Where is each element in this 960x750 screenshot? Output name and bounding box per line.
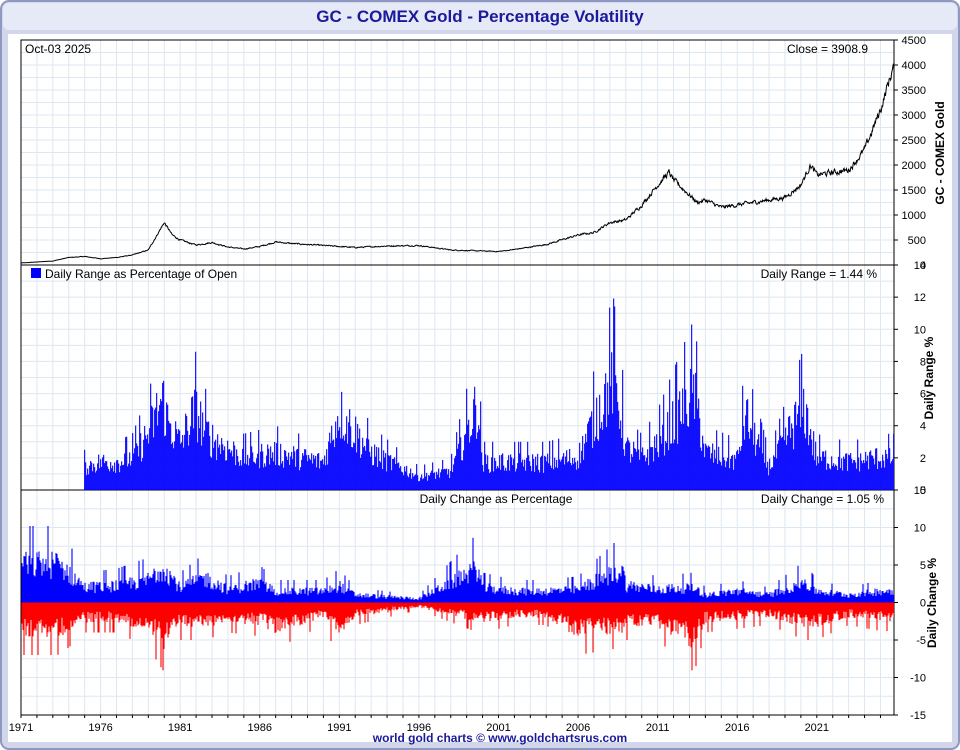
price-tick-label: 1000 bbox=[902, 210, 926, 222]
range-tick-label: 0 bbox=[920, 485, 926, 497]
range-value-label: Daily Range = 1.44 % bbox=[761, 267, 878, 281]
x-tick-label: 2016 bbox=[725, 722, 749, 734]
chart-title: GC - COMEX Gold - Percentage Volatility bbox=[316, 7, 644, 26]
change-tick-label: 15 bbox=[914, 485, 926, 497]
price-tick-label: 4000 bbox=[902, 60, 926, 72]
change-series bbox=[21, 526, 894, 671]
range-tick-label: 10 bbox=[914, 324, 926, 336]
x-tick-label: 2021 bbox=[805, 722, 829, 734]
change-tick-label: -5 bbox=[916, 635, 926, 647]
change-tick-label: 10 bbox=[914, 523, 926, 535]
price-date-label: Oct-03 2025 bbox=[25, 42, 91, 56]
price-tick-label: 3000 bbox=[902, 110, 926, 122]
x-tick-label: 2006 bbox=[566, 722, 590, 734]
footer-credit: world gold charts © www.goldchartsrus.co… bbox=[372, 731, 627, 745]
x-tick-label: 1996 bbox=[407, 722, 431, 734]
range-tick-label: 14 bbox=[914, 260, 926, 272]
range-tick-label: 12 bbox=[914, 292, 926, 304]
x-tick-label: 2001 bbox=[486, 722, 510, 734]
price-y-axis-label: GC - COMEX Gold bbox=[933, 101, 947, 204]
change-value-label: Daily Change = 1.05 % bbox=[761, 492, 884, 506]
price-line bbox=[21, 63, 894, 264]
change-tick-label: 0 bbox=[920, 598, 926, 610]
x-tick-label: 1971 bbox=[9, 722, 33, 734]
range-tick-label: 6 bbox=[920, 389, 926, 401]
range-tick-label: 2 bbox=[920, 453, 926, 465]
price-tick-label: 4500 bbox=[902, 35, 926, 47]
axis-ticks: 1971 1976 1981 1986 1991 1996 2001 2006 2011 2016… bbox=[9, 35, 926, 734]
range-tick-label: 4 bbox=[920, 421, 926, 433]
x-tick-label: 1976 bbox=[88, 722, 112, 734]
change-y-axis-label: Daily Change % bbox=[925, 558, 939, 648]
x-tick-label: 1981 bbox=[168, 722, 192, 734]
range-legend-label: Daily Range as Percentage of Open bbox=[45, 267, 237, 281]
title-bar bbox=[3, 3, 957, 30]
price-tick-label: 0 bbox=[920, 260, 926, 272]
price-close-label: Close = 3908.9 bbox=[787, 42, 868, 56]
change-tick-label: -10 bbox=[910, 673, 926, 685]
x-tick-label: 1986 bbox=[247, 722, 271, 734]
price-tick-label: 2000 bbox=[902, 160, 926, 172]
price-tick-label: 500 bbox=[908, 235, 926, 247]
price-tick-label: 3500 bbox=[902, 85, 926, 97]
range-series bbox=[84, 298, 894, 490]
x-tick-label: 1991 bbox=[327, 722, 351, 734]
range-legend-swatch bbox=[31, 268, 41, 278]
range-y-axis-label: Daily Range % bbox=[922, 336, 936, 419]
x-tick-label: 2011 bbox=[646, 722, 670, 734]
price-tick-label: 1500 bbox=[902, 185, 926, 197]
price-series bbox=[21, 63, 894, 264]
price-tick-label: 2500 bbox=[902, 135, 926, 147]
change-legend-label: Daily Change as Percentage bbox=[420, 492, 573, 506]
range-tick-label: 8 bbox=[920, 356, 926, 368]
change-tick-label: 5 bbox=[920, 560, 926, 572]
change-tick-label: -15 bbox=[910, 710, 926, 722]
